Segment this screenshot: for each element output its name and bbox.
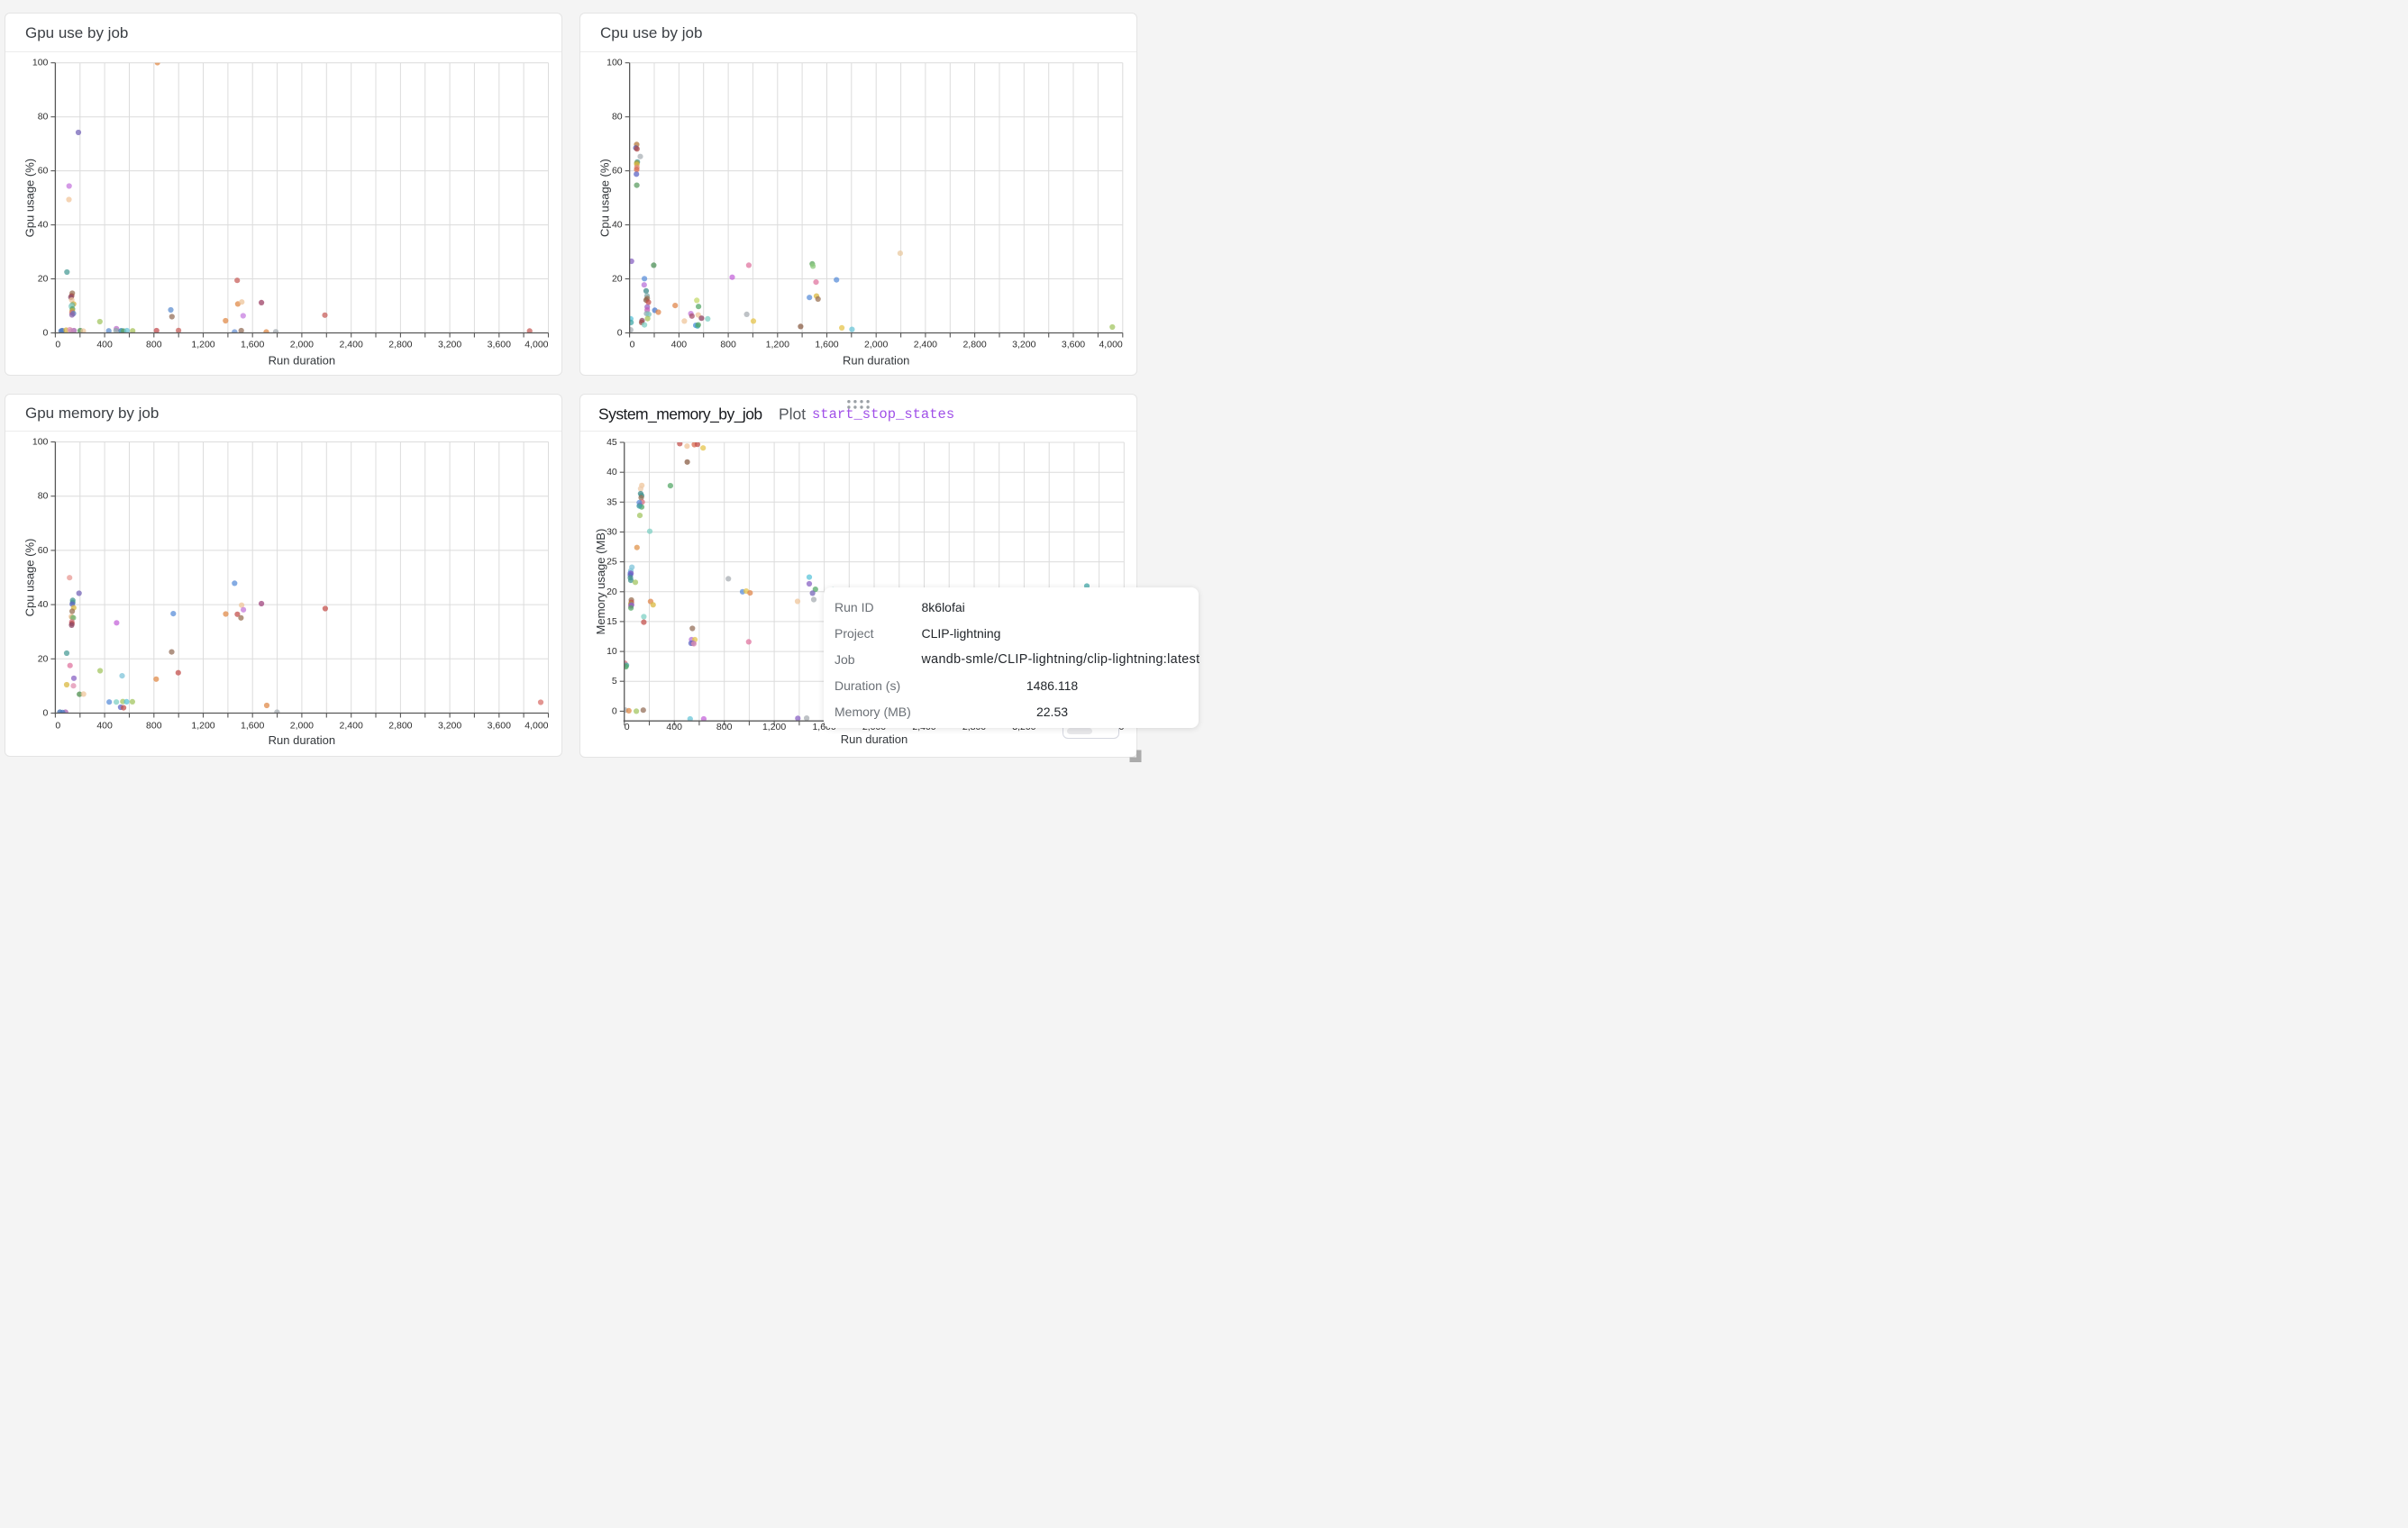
svg-text:1,200: 1,200 bbox=[762, 722, 786, 732]
svg-text:60: 60 bbox=[612, 166, 623, 177]
svg-text:10: 10 bbox=[607, 646, 617, 657]
svg-text:400: 400 bbox=[96, 340, 113, 350]
svg-text:1,200: 1,200 bbox=[191, 340, 214, 350]
svg-text:35: 35 bbox=[607, 496, 617, 507]
svg-text:3,600: 3,600 bbox=[488, 720, 511, 731]
svg-text:3,200: 3,200 bbox=[438, 720, 461, 731]
svg-text:1,600: 1,600 bbox=[815, 340, 838, 350]
svg-text:20: 20 bbox=[38, 653, 49, 664]
svg-text:80: 80 bbox=[38, 491, 49, 502]
svg-text:100: 100 bbox=[32, 437, 49, 448]
svg-text:1,200: 1,200 bbox=[191, 720, 214, 731]
svg-text:1,200: 1,200 bbox=[766, 340, 789, 350]
svg-text:2,400: 2,400 bbox=[340, 340, 363, 350]
svg-text:400: 400 bbox=[671, 340, 688, 350]
svg-text:3,200: 3,200 bbox=[438, 340, 461, 350]
svg-text:2,800: 2,800 bbox=[388, 720, 412, 731]
svg-text:40: 40 bbox=[612, 220, 623, 231]
svg-text:20: 20 bbox=[607, 587, 617, 597]
svg-text:800: 800 bbox=[720, 340, 736, 350]
svg-text:400: 400 bbox=[666, 722, 682, 732]
svg-text:60: 60 bbox=[38, 545, 49, 556]
svg-text:40: 40 bbox=[38, 599, 49, 610]
svg-text:2,000: 2,000 bbox=[290, 720, 314, 731]
svg-text:4,000: 4,000 bbox=[524, 340, 548, 350]
svg-text:1,600: 1,600 bbox=[241, 340, 264, 350]
svg-text:20: 20 bbox=[38, 274, 49, 285]
svg-text:Cpu usage (%): Cpu usage (%) bbox=[598, 159, 612, 237]
svg-text:Memory usage (MB): Memory usage (MB) bbox=[594, 529, 607, 635]
svg-text:0: 0 bbox=[630, 340, 635, 350]
svg-text:Run duration: Run duration bbox=[841, 732, 908, 746]
svg-text:20: 20 bbox=[612, 274, 623, 285]
svg-text:Gpu usage (%): Gpu usage (%) bbox=[23, 159, 37, 237]
svg-text:800: 800 bbox=[146, 340, 162, 350]
svg-text:40: 40 bbox=[38, 220, 49, 231]
svg-text:60: 60 bbox=[38, 166, 49, 177]
svg-text:2,800: 2,800 bbox=[962, 340, 986, 350]
svg-text:0: 0 bbox=[55, 720, 60, 731]
svg-text:100: 100 bbox=[607, 58, 623, 68]
svg-text:0: 0 bbox=[617, 328, 623, 339]
svg-text:100: 100 bbox=[32, 58, 49, 68]
svg-text:2,400: 2,400 bbox=[914, 340, 937, 350]
svg-text:2,000: 2,000 bbox=[290, 340, 314, 350]
svg-text:40: 40 bbox=[607, 467, 617, 478]
svg-text:25: 25 bbox=[607, 557, 617, 568]
svg-text:3,200: 3,200 bbox=[1012, 340, 1035, 350]
svg-text:Cpu usage (%): Cpu usage (%) bbox=[23, 539, 37, 617]
svg-text:2,400: 2,400 bbox=[340, 720, 363, 731]
svg-text:2,800: 2,800 bbox=[388, 340, 412, 350]
svg-text:0: 0 bbox=[612, 705, 617, 716]
svg-text:15: 15 bbox=[607, 616, 617, 627]
svg-text:400: 400 bbox=[96, 720, 113, 731]
svg-text:Run duration: Run duration bbox=[269, 354, 335, 368]
svg-text:4,000: 4,000 bbox=[524, 720, 548, 731]
svg-text:1,600: 1,600 bbox=[241, 720, 264, 731]
svg-text:Run duration: Run duration bbox=[269, 733, 335, 747]
svg-text:80: 80 bbox=[38, 112, 49, 123]
svg-text:80: 80 bbox=[612, 112, 623, 123]
svg-text:0: 0 bbox=[43, 328, 49, 339]
svg-text:0: 0 bbox=[55, 340, 60, 350]
svg-text:5: 5 bbox=[612, 676, 617, 687]
svg-text:4,000: 4,000 bbox=[1099, 340, 1122, 350]
svg-text:3,600: 3,600 bbox=[488, 340, 511, 350]
svg-text:0: 0 bbox=[43, 708, 49, 719]
svg-text:800: 800 bbox=[716, 722, 733, 732]
svg-text:45: 45 bbox=[607, 437, 617, 448]
svg-text:3,600: 3,600 bbox=[1062, 340, 1085, 350]
svg-text:Run duration: Run duration bbox=[843, 354, 909, 368]
svg-text:0: 0 bbox=[625, 722, 630, 732]
svg-text:2,000: 2,000 bbox=[864, 340, 888, 350]
svg-text:800: 800 bbox=[146, 720, 162, 731]
svg-text:30: 30 bbox=[607, 527, 617, 538]
